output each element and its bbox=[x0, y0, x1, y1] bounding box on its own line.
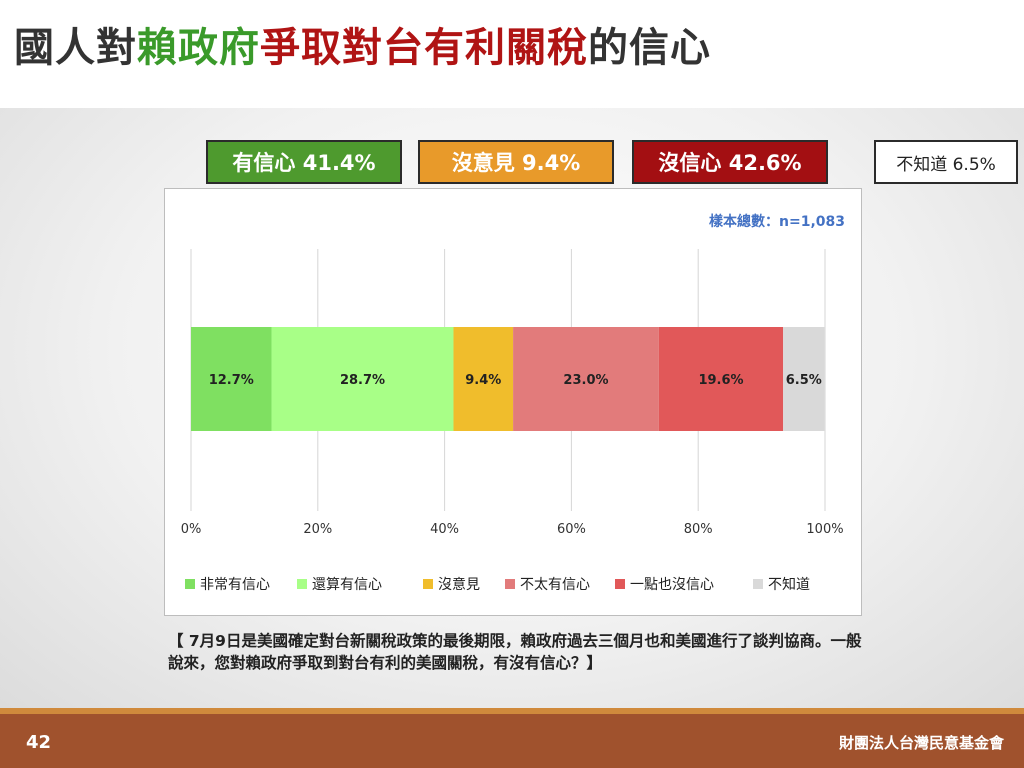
legend-label: 不知道 bbox=[768, 576, 810, 593]
page-title: 國人對賴政府爭取對台有利關稅的信心 bbox=[14, 28, 711, 68]
data-label: 23.0% bbox=[563, 373, 608, 388]
data-label: 19.6% bbox=[698, 373, 743, 388]
summary-dont-know: 不知道 6.5% bbox=[874, 140, 1018, 184]
bar-segment bbox=[513, 327, 659, 431]
bar-segment bbox=[783, 327, 825, 431]
data-label: 9.4% bbox=[465, 373, 501, 388]
summary-confident: 有信心 41.4% bbox=[206, 140, 402, 184]
title-band: 國人對賴政府爭取對台有利關稅的信心 bbox=[0, 0, 1024, 108]
page-number: 42 bbox=[26, 732, 52, 753]
legend-label: 非常有信心 bbox=[200, 577, 270, 593]
footer-bar: 42 財團法人台灣民意基金會 bbox=[0, 714, 1024, 768]
chart-frame: 樣本總數：n=1,083 0% 20% 40% 60% 80% 100% 12.7% 28.7… bbox=[164, 188, 862, 616]
x-tick-label: 80% bbox=[684, 522, 713, 537]
x-tick-label: 40% bbox=[430, 522, 459, 537]
footer-accent-line bbox=[0, 708, 1024, 714]
summary-no-opinion: 沒意見 9.4% bbox=[418, 140, 614, 184]
stacked-bar-chart: 0% 20% 40% 60% 80% 100% 12.7% 28.7% 9.4% 23.0% 19.… bbox=[181, 249, 844, 593]
sample-size-note: 樣本總數：n=1,083 bbox=[709, 214, 845, 230]
bar-segment bbox=[453, 327, 514, 431]
data-label: 6.5% bbox=[786, 373, 822, 388]
title-part-3: 爭取對台有利關稅 bbox=[260, 25, 588, 71]
bar-segment bbox=[191, 327, 272, 431]
legend-swatch bbox=[297, 579, 307, 589]
title-part-2: 賴政府 bbox=[137, 25, 260, 71]
legend-swatch bbox=[753, 579, 763, 589]
legend-label: 不太有信心 bbox=[520, 577, 590, 593]
organization-name: 財團法人台灣民意基金會 bbox=[838, 734, 1004, 752]
x-tick-label: 0% bbox=[181, 522, 202, 537]
x-tick-label: 60% bbox=[557, 522, 586, 537]
x-tick-label: 20% bbox=[303, 522, 332, 537]
x-tick-label: 100% bbox=[806, 522, 843, 537]
summary-not-confident: 沒信心 42.6% bbox=[632, 140, 828, 184]
data-label: 28.7% bbox=[340, 373, 385, 388]
bar-segment bbox=[658, 327, 784, 431]
data-label: 12.7% bbox=[209, 373, 254, 388]
legend-swatch bbox=[185, 579, 195, 589]
legend-swatch bbox=[423, 579, 433, 589]
legend-label: 一點也沒信心 bbox=[630, 576, 714, 593]
legend-label: 還算有信心 bbox=[312, 577, 382, 593]
bar-segment bbox=[271, 327, 454, 431]
legend-swatch bbox=[505, 579, 515, 589]
title-part-1: 國人對 bbox=[14, 25, 137, 71]
survey-question: 【 7月9日是美國確定對台新關稅政策的最後期限，賴政府過去三個月也和美國進行了談… bbox=[168, 632, 862, 672]
legend-swatch bbox=[615, 579, 625, 589]
title-part-4: 的信心 bbox=[588, 25, 711, 71]
legend-label: 沒意見 bbox=[438, 576, 480, 593]
